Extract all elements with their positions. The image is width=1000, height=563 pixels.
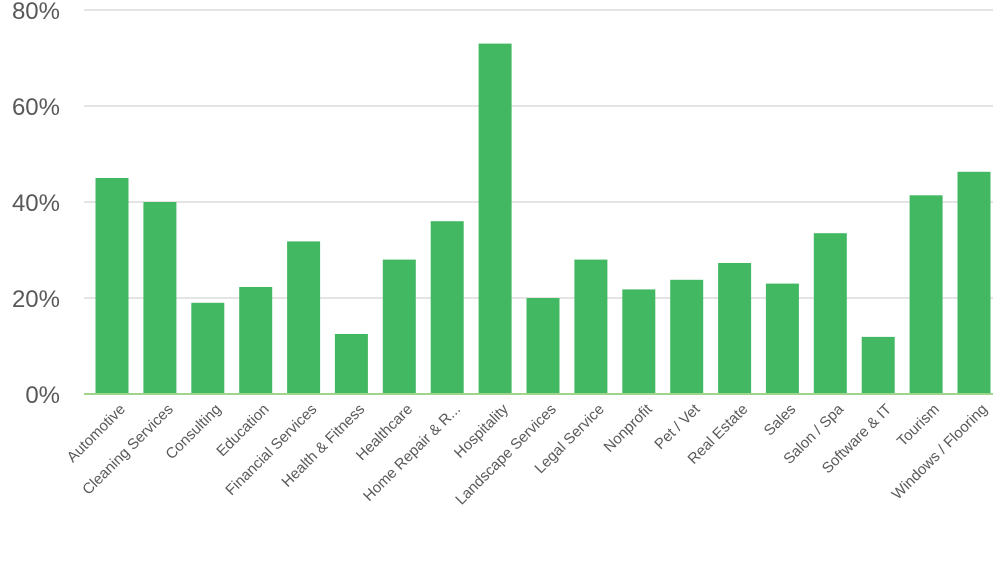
x-tick-label: Cleaning Services xyxy=(79,401,177,499)
bar xyxy=(813,233,847,394)
gridlines xyxy=(84,9,993,299)
bar xyxy=(430,221,464,394)
y-tick-label: 80% xyxy=(12,0,60,25)
bar xyxy=(718,263,752,394)
bar xyxy=(526,298,560,394)
bar xyxy=(909,195,943,394)
bar xyxy=(287,241,321,394)
x-tick-label: Nonprofit xyxy=(601,400,657,456)
bar xyxy=(143,202,177,394)
y-tick-label: 40% xyxy=(12,190,60,217)
bar xyxy=(239,287,273,394)
bar xyxy=(574,259,608,394)
bar xyxy=(95,178,129,394)
bars xyxy=(95,43,991,394)
bar xyxy=(957,171,991,394)
bar xyxy=(382,259,416,394)
bar xyxy=(478,43,512,394)
x-tick-label: Financial Services xyxy=(222,401,320,499)
x-tick-label: Sales xyxy=(761,401,800,440)
x-tick-label: Tourism xyxy=(894,401,943,450)
x-tick-label: Windows / Flooring xyxy=(889,401,991,503)
bar xyxy=(334,334,368,394)
y-tick-label: 60% xyxy=(12,94,60,121)
bar xyxy=(191,302,225,394)
y-tick-label: 0% xyxy=(25,382,60,409)
bar xyxy=(765,283,799,394)
bar xyxy=(861,336,895,394)
x-tick-label: Health & Fitness xyxy=(278,401,368,491)
y-axis-ticks: 0% 20% 40% 60% 80% xyxy=(12,0,60,409)
y-tick-label: 20% xyxy=(12,286,60,313)
bar xyxy=(670,279,704,394)
bar xyxy=(622,289,656,394)
